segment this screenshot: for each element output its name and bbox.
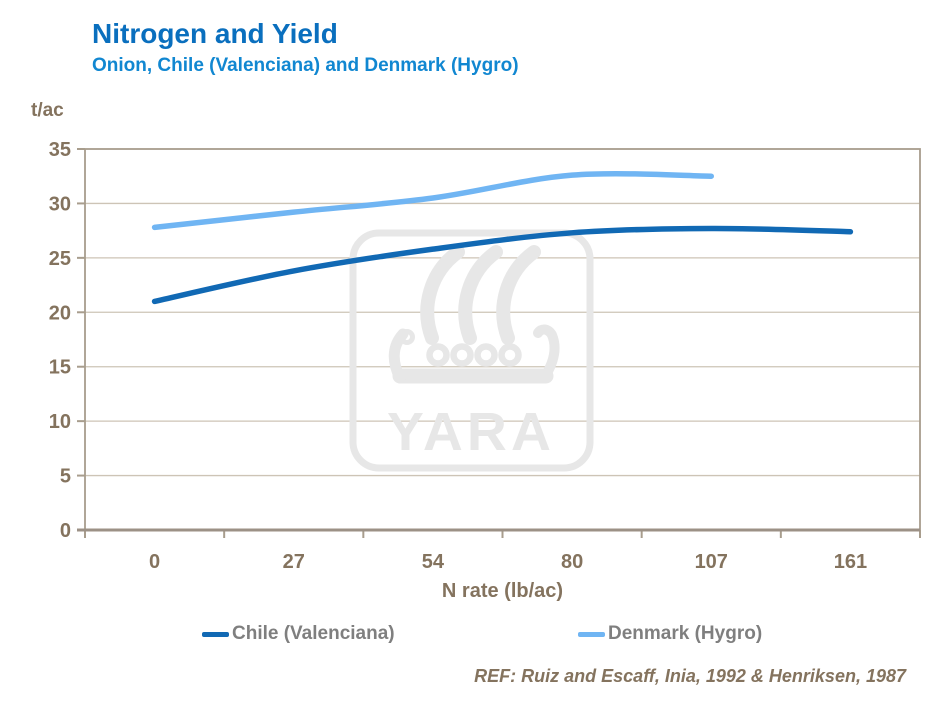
reference-citation: REF: Ruiz and Escaff, Inia, 1992 & Henri…	[474, 666, 906, 686]
denmark-line-swatch-icon	[578, 631, 605, 637]
y-tick-label: 0	[60, 520, 71, 542]
x-tick-label: 0	[149, 551, 160, 573]
yara-ship-sail-icon	[458, 245, 503, 345]
y-tick-label: 15	[49, 357, 71, 379]
chart-subtitle: Onion, Chile (Valenciana) and Denmark (H…	[92, 55, 519, 76]
y-tick-label: 20	[49, 302, 71, 324]
yara-ship-shield-icon	[450, 343, 474, 367]
x-tick-label: 54	[422, 551, 445, 573]
x-tick-label: 27	[283, 551, 305, 573]
legend-label-denmark: Denmark (Hygro)	[608, 623, 763, 644]
yara-logo-frame	[349, 229, 594, 472]
y-axis-unit-label: t/ac	[31, 100, 64, 121]
yara-ship-prow-curl-icon	[399, 329, 415, 345]
legend-label-chile: Chile (Valenciana)	[232, 623, 395, 644]
legend-item-denmark: Denmark (Hygro)	[578, 623, 763, 644]
yara-ship-sail-icon	[496, 245, 541, 345]
series-line-chile	[151, 225, 854, 305]
y-tick-label: 5	[60, 466, 71, 488]
chile-line-swatch-icon	[202, 631, 229, 637]
series-line-denmark	[151, 170, 714, 231]
x-tick-label: 161	[834, 551, 867, 573]
x-axis-title: N rate (lb/ac)	[442, 580, 563, 602]
y-tick-label: 10	[49, 411, 71, 433]
yara-ship-shield-icon	[498, 343, 522, 367]
y-tick-label: 30	[49, 193, 71, 215]
yara-ship-shield-icon	[474, 343, 498, 367]
y-tick-label: 25	[49, 248, 71, 270]
yara-ship-shield-icon	[426, 343, 450, 367]
x-tick-label: 107	[695, 551, 728, 573]
yara-ship-sail-icon	[420, 245, 465, 345]
x-tick-label: 80	[561, 551, 583, 573]
y-tick-label: 35	[49, 139, 71, 161]
chart-title: Nitrogen and Yield	[92, 18, 338, 49]
legend-item-chile: Chile (Valenciana)	[202, 623, 395, 644]
yara-ship-sternpost-icon	[533, 324, 560, 383]
yara-logo-text: YARA	[387, 402, 555, 462]
